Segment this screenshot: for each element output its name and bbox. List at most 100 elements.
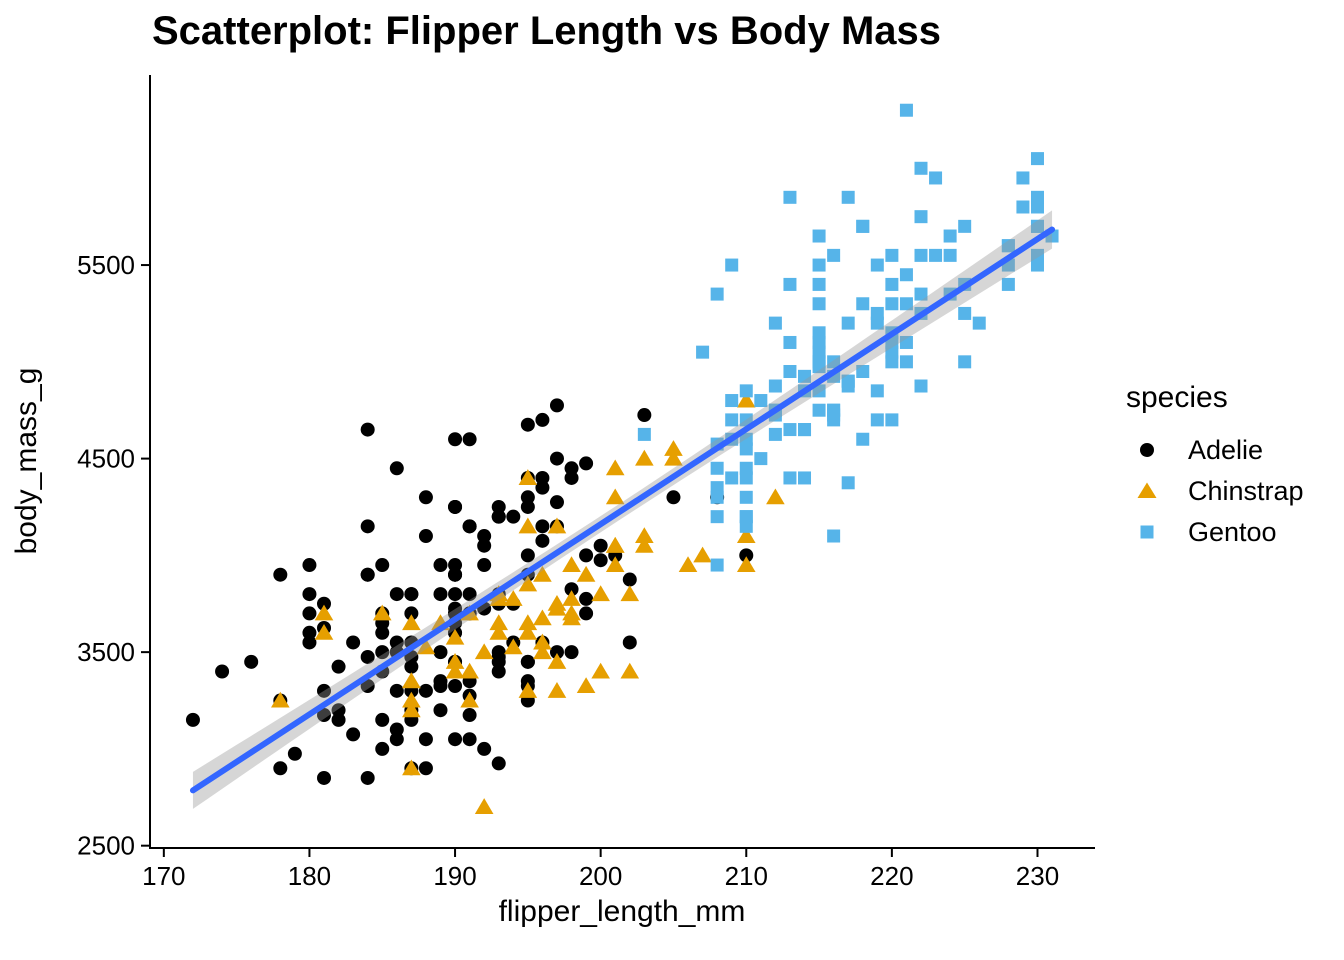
- point-gentoo: [841, 190, 855, 204]
- point-chinstrap: [533, 565, 552, 582]
- point-adelie: [549, 398, 564, 413]
- point-chinstrap: [533, 633, 552, 650]
- point-chinstrap: [518, 682, 538, 698]
- point-gentoo: [885, 277, 899, 291]
- point-gentoo: [899, 297, 913, 311]
- point-adelie: [185, 712, 200, 727]
- point-adelie: [287, 746, 302, 761]
- point-gentoo: [754, 394, 768, 408]
- point-gentoo: [783, 365, 797, 379]
- point-chinstrap: [474, 643, 494, 660]
- point-adelie: [622, 572, 637, 587]
- point-chinstrap: [518, 517, 538, 534]
- point-adelie: [331, 712, 346, 727]
- point-gentoo: [710, 461, 724, 475]
- point-adelie: [535, 412, 550, 427]
- point-chinstrap: [591, 585, 610, 602]
- point-chinstrap: [489, 590, 509, 606]
- point-gentoo: [870, 258, 884, 272]
- point-chinstrap: [372, 604, 392, 621]
- point-chinstrap: [271, 691, 290, 708]
- point-chinstrap: [402, 701, 421, 718]
- chinstrap-triangle-icon: [1137, 482, 1157, 498]
- point-adelie: [448, 499, 463, 514]
- point-chinstrap: [547, 682, 567, 698]
- point-adelie: [360, 679, 375, 694]
- point-gentoo: [827, 355, 841, 369]
- point-gentoo: [739, 432, 753, 446]
- point-gentoo: [725, 258, 739, 272]
- point-chinstrap: [736, 527, 756, 544]
- point-gentoo: [914, 287, 928, 301]
- legend-label-adelie: Adelie: [1188, 435, 1263, 465]
- point-gentoo: [710, 287, 724, 301]
- point-chinstrap: [445, 662, 465, 679]
- point-gentoo: [914, 379, 928, 393]
- point-chinstrap: [518, 623, 538, 640]
- point-gentoo: [798, 423, 812, 437]
- point-adelie: [549, 451, 564, 466]
- point-adelie: [491, 509, 506, 524]
- point-chinstrap: [591, 662, 610, 679]
- point-chinstrap: [314, 604, 334, 621]
- point-adelie: [273, 567, 288, 582]
- point-adelie: [375, 558, 390, 573]
- point-gentoo: [914, 161, 928, 175]
- point-adelie: [302, 635, 317, 650]
- x-axis-title: flipper_length_mm: [499, 895, 746, 928]
- point-adelie: [418, 683, 433, 698]
- point-chinstrap: [605, 459, 625, 476]
- x-tick-label-230: 230: [1016, 861, 1059, 891]
- point-gentoo: [827, 248, 841, 262]
- point-gentoo: [841, 379, 855, 393]
- point-gentoo: [914, 248, 928, 262]
- point-adelie: [302, 558, 317, 573]
- point-gentoo: [856, 365, 870, 379]
- point-chinstrap: [635, 449, 654, 466]
- point-adelie: [404, 659, 419, 674]
- point-adelie: [520, 499, 535, 514]
- y-tick-label-5500: 5500: [77, 250, 135, 280]
- point-chinstrap: [635, 527, 654, 544]
- point-chinstrap: [766, 488, 785, 505]
- point-adelie: [433, 645, 448, 660]
- point-gentoo: [812, 258, 826, 272]
- adelie-circle-icon: [1140, 443, 1154, 457]
- series-gentoo: [637, 103, 1059, 572]
- point-gentoo: [885, 413, 899, 427]
- point-adelie: [389, 587, 404, 602]
- point-chinstrap: [489, 623, 509, 640]
- point-adelie: [564, 582, 579, 597]
- point-gentoo: [899, 335, 913, 349]
- point-gentoo: [1001, 239, 1015, 253]
- point-adelie: [491, 664, 506, 679]
- point-adelie: [622, 635, 637, 650]
- y-axis: 2500 3500 4500 5500 body_mass_g: [10, 75, 151, 861]
- regression-line: [189, 226, 1056, 794]
- legend-label-gentoo: Gentoo: [1188, 517, 1277, 547]
- point-adelie: [448, 567, 463, 582]
- point-adelie: [579, 606, 594, 621]
- point-gentoo: [856, 432, 870, 446]
- x-tick-label-170: 170: [142, 861, 185, 891]
- point-chinstrap: [562, 590, 581, 606]
- point-chinstrap: [736, 391, 756, 408]
- point-adelie: [418, 529, 433, 544]
- point-gentoo: [899, 103, 913, 117]
- point-gentoo: [943, 248, 957, 262]
- point-gentoo: [856, 219, 870, 233]
- point-adelie: [360, 422, 375, 437]
- point-adelie: [433, 558, 448, 573]
- point-adelie: [448, 601, 463, 616]
- point-chinstrap: [562, 609, 581, 626]
- point-chinstrap: [460, 662, 479, 679]
- legend-item-chinstrap: Chinstrap: [1137, 476, 1304, 506]
- point-chinstrap: [678, 556, 698, 573]
- point-adelie: [491, 756, 506, 771]
- point-adelie: [389, 461, 404, 476]
- point-chinstrap: [605, 488, 625, 505]
- point-chinstrap: [693, 546, 712, 563]
- point-adelie: [389, 732, 404, 747]
